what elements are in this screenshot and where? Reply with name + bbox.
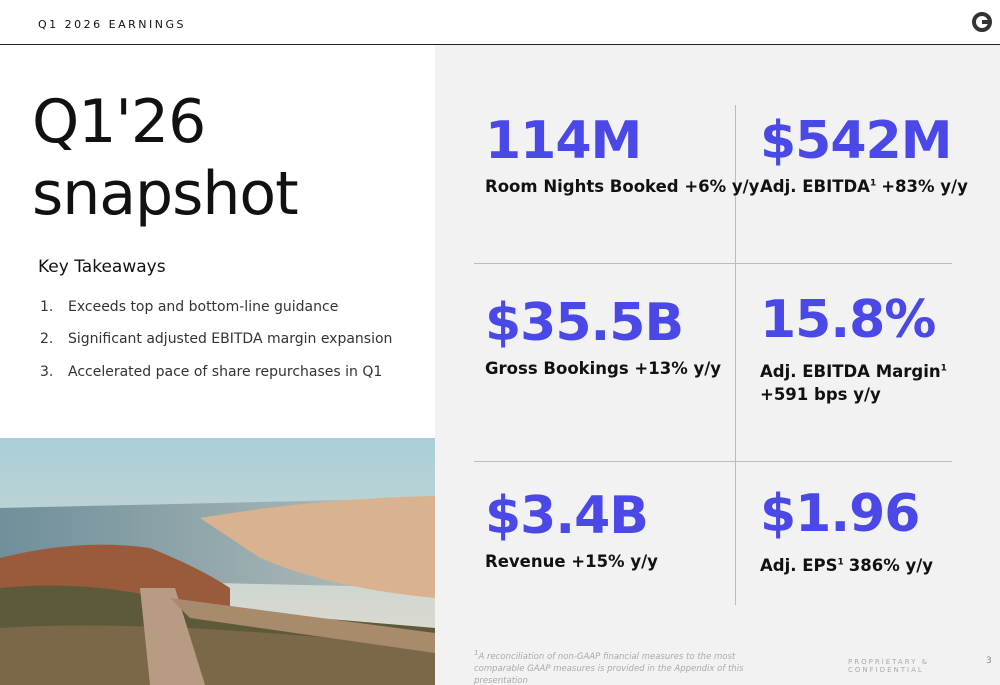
metrics-panel [435, 45, 1000, 685]
metric-change: 386% y/y [848, 556, 934, 575]
page-number: 3 [986, 656, 992, 666]
metric-value: $1.96 [760, 484, 920, 544]
metric-label: Gross Bookings +13% y/y [485, 359, 722, 378]
item-number: 2. [40, 331, 54, 347]
header-rule [0, 44, 1000, 45]
metric-change: +591 bps y/y [760, 385, 881, 405]
confidential-label: PROPRIETARY & CONFIDENTIAL [848, 658, 930, 674]
footnote: 1A reconciliation of non-GAAP financial … [474, 648, 774, 685]
coast-photo [0, 438, 435, 685]
title-line: snapshot [32, 159, 299, 229]
takeaway: 2. Significant adjusted EBITDA margin exp… [40, 331, 392, 347]
item-text: Exceeds top and bottom-line guidance [68, 299, 339, 315]
metric-label: Adj. EBITDA Margin [760, 362, 941, 381]
metric-value: $35.5B [485, 293, 684, 353]
metric-change: +83% y/y [881, 177, 968, 196]
metric-value: 15.8% [760, 290, 936, 350]
grid-divider [474, 461, 952, 462]
grid-divider [474, 263, 952, 264]
metric: $35.5B Gross Bookings +13% y/y [485, 297, 721, 380]
grid-divider [735, 105, 736, 605]
takeaways-heading: Key Takeaways [38, 257, 166, 277]
takeaway: 3. Accelerated pace of share repurchases … [40, 364, 382, 380]
item-number: 1. [40, 299, 54, 315]
metric: 114M Room Nights Booked +6% y/y [485, 115, 759, 198]
footnote-text: A reconciliation of non-GAAP financial m… [474, 651, 744, 685]
metric-value: $3.4B [485, 486, 649, 546]
footnote-marker: 1 [474, 648, 479, 657]
metric: $542M Adj. EBITDA1 +83% y/y [760, 115, 968, 198]
item-text: Significant adjusted EBITDA margin expan… [68, 331, 393, 347]
logo [972, 12, 992, 32]
item-number: 3. [40, 364, 54, 380]
metric-label: Adj. EPS [760, 556, 838, 575]
footnote-marker: 1 [940, 363, 947, 374]
footnote-marker: 1 [837, 557, 844, 568]
footnote-marker: 1 [869, 178, 877, 189]
metric-label: Room Nights Booked +6% y/y [485, 177, 760, 196]
title-line: Q1'26 [32, 87, 206, 157]
takeaway: 1. Exceeds top and bottom-line guidance [40, 299, 338, 315]
metric-label: Adj. EBITDA [760, 177, 870, 196]
metric: $1.96 Adj. EPS1 386% y/y [760, 488, 933, 577]
metric-value: 114M [485, 111, 642, 171]
metric: 15.8% Adj. EBITDA Margin1 +591 bps y/y [760, 294, 947, 406]
metric: $3.4B Revenue +15% y/y [485, 490, 658, 573]
item-text: Accelerated pace of share repurchases in… [68, 364, 383, 380]
metric-label: Revenue +15% y/y [485, 552, 658, 571]
header-label: Q1 2026 EARNINGS [38, 18, 186, 31]
metric-value: $542M [760, 111, 952, 171]
